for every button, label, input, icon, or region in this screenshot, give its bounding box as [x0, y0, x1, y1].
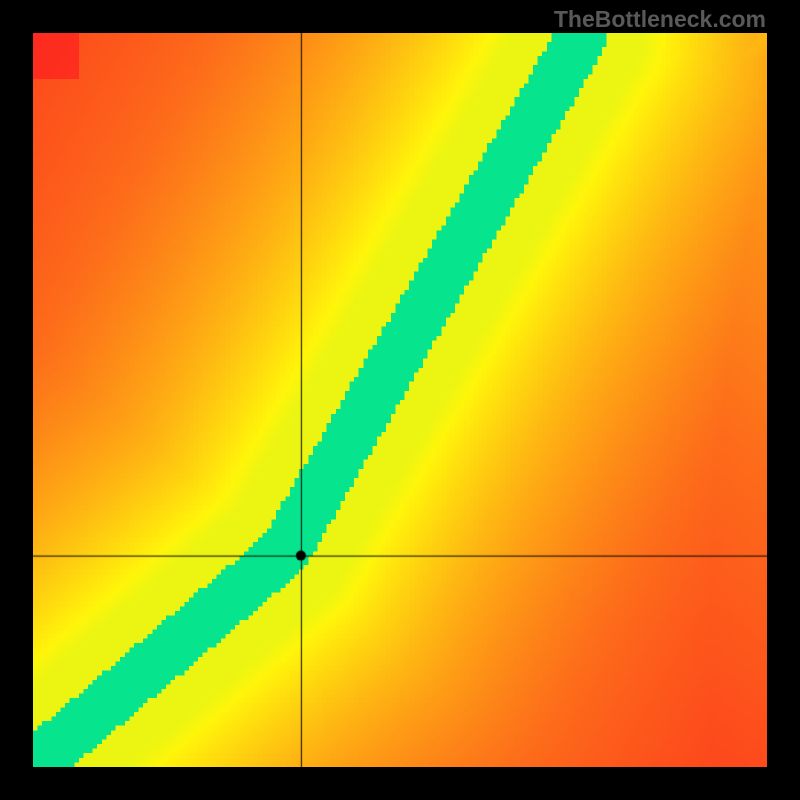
watermark-text: TheBottleneck.com	[554, 6, 766, 33]
bottleneck-heatmap	[33, 33, 767, 767]
chart-container: TheBottleneck.com	[0, 0, 800, 800]
